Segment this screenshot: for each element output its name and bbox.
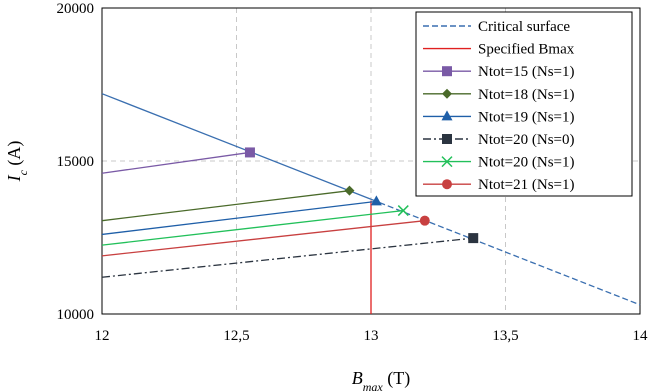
legend-label: Ntot=15 (Ns=1) [478,64,575,80]
legend-label: Ntot=20 (Ns=1) [478,155,575,171]
legend-marker [441,110,453,121]
series-3-line [101,190,350,222]
tick-labels: 12 12,5 13 13,5 14 10000 15000 20000 [57,1,649,344]
legend: Critical surface Specified Bmax Ntot=15 (N… [415,11,633,197]
series-4-marker [370,195,382,206]
legend-marker [442,88,452,99]
legend-label: Ntot=21 (Ns=1) [478,177,575,193]
x-tick-label: 13,5 [492,328,518,344]
x-tick-label: 12,5 [223,328,249,344]
legend-marker [442,179,452,190]
legend-label: Critical surface [478,19,570,35]
y-tick-label: 20000 [57,1,95,17]
legend-label: Ntot=19 (Ns=1) [478,109,575,125]
y-tick-label: 15000 [57,154,95,170]
series-5-line [101,237,474,278]
legend-marker [442,66,452,77]
series-2-marker [244,147,255,158]
legend-label: Ntot=18 (Ns=1) [478,87,575,103]
legend-label: Specified Bmax [478,42,575,58]
y-tick-label: 10000 [57,307,95,323]
series-6-line [101,209,404,246]
legend-box [415,11,633,197]
x-tick-label: 12 [95,328,110,344]
x-axis-label: Bmax (T) [352,368,410,392]
x-tick-label: 14 [633,328,649,344]
legend-marker [442,134,452,144]
series-2-line [101,151,251,174]
series-4-line [101,200,377,236]
y-axis-label: Ic (A) [4,141,30,183]
series-6-marker [397,205,409,217]
markers-layer [244,147,479,244]
legend-marker [441,156,453,168]
series-layer [101,93,641,314]
critical-surface-line-solid [101,93,372,200]
series-7-marker [419,215,430,226]
legend-label: Ntot=20 (Ns=0) [478,132,575,148]
series-3-marker [344,185,355,196]
critical-surface-line-dashed [370,198,641,306]
series-5-marker [468,233,479,244]
series-7-line [101,220,425,257]
x-tick-label: 13 [364,328,379,344]
